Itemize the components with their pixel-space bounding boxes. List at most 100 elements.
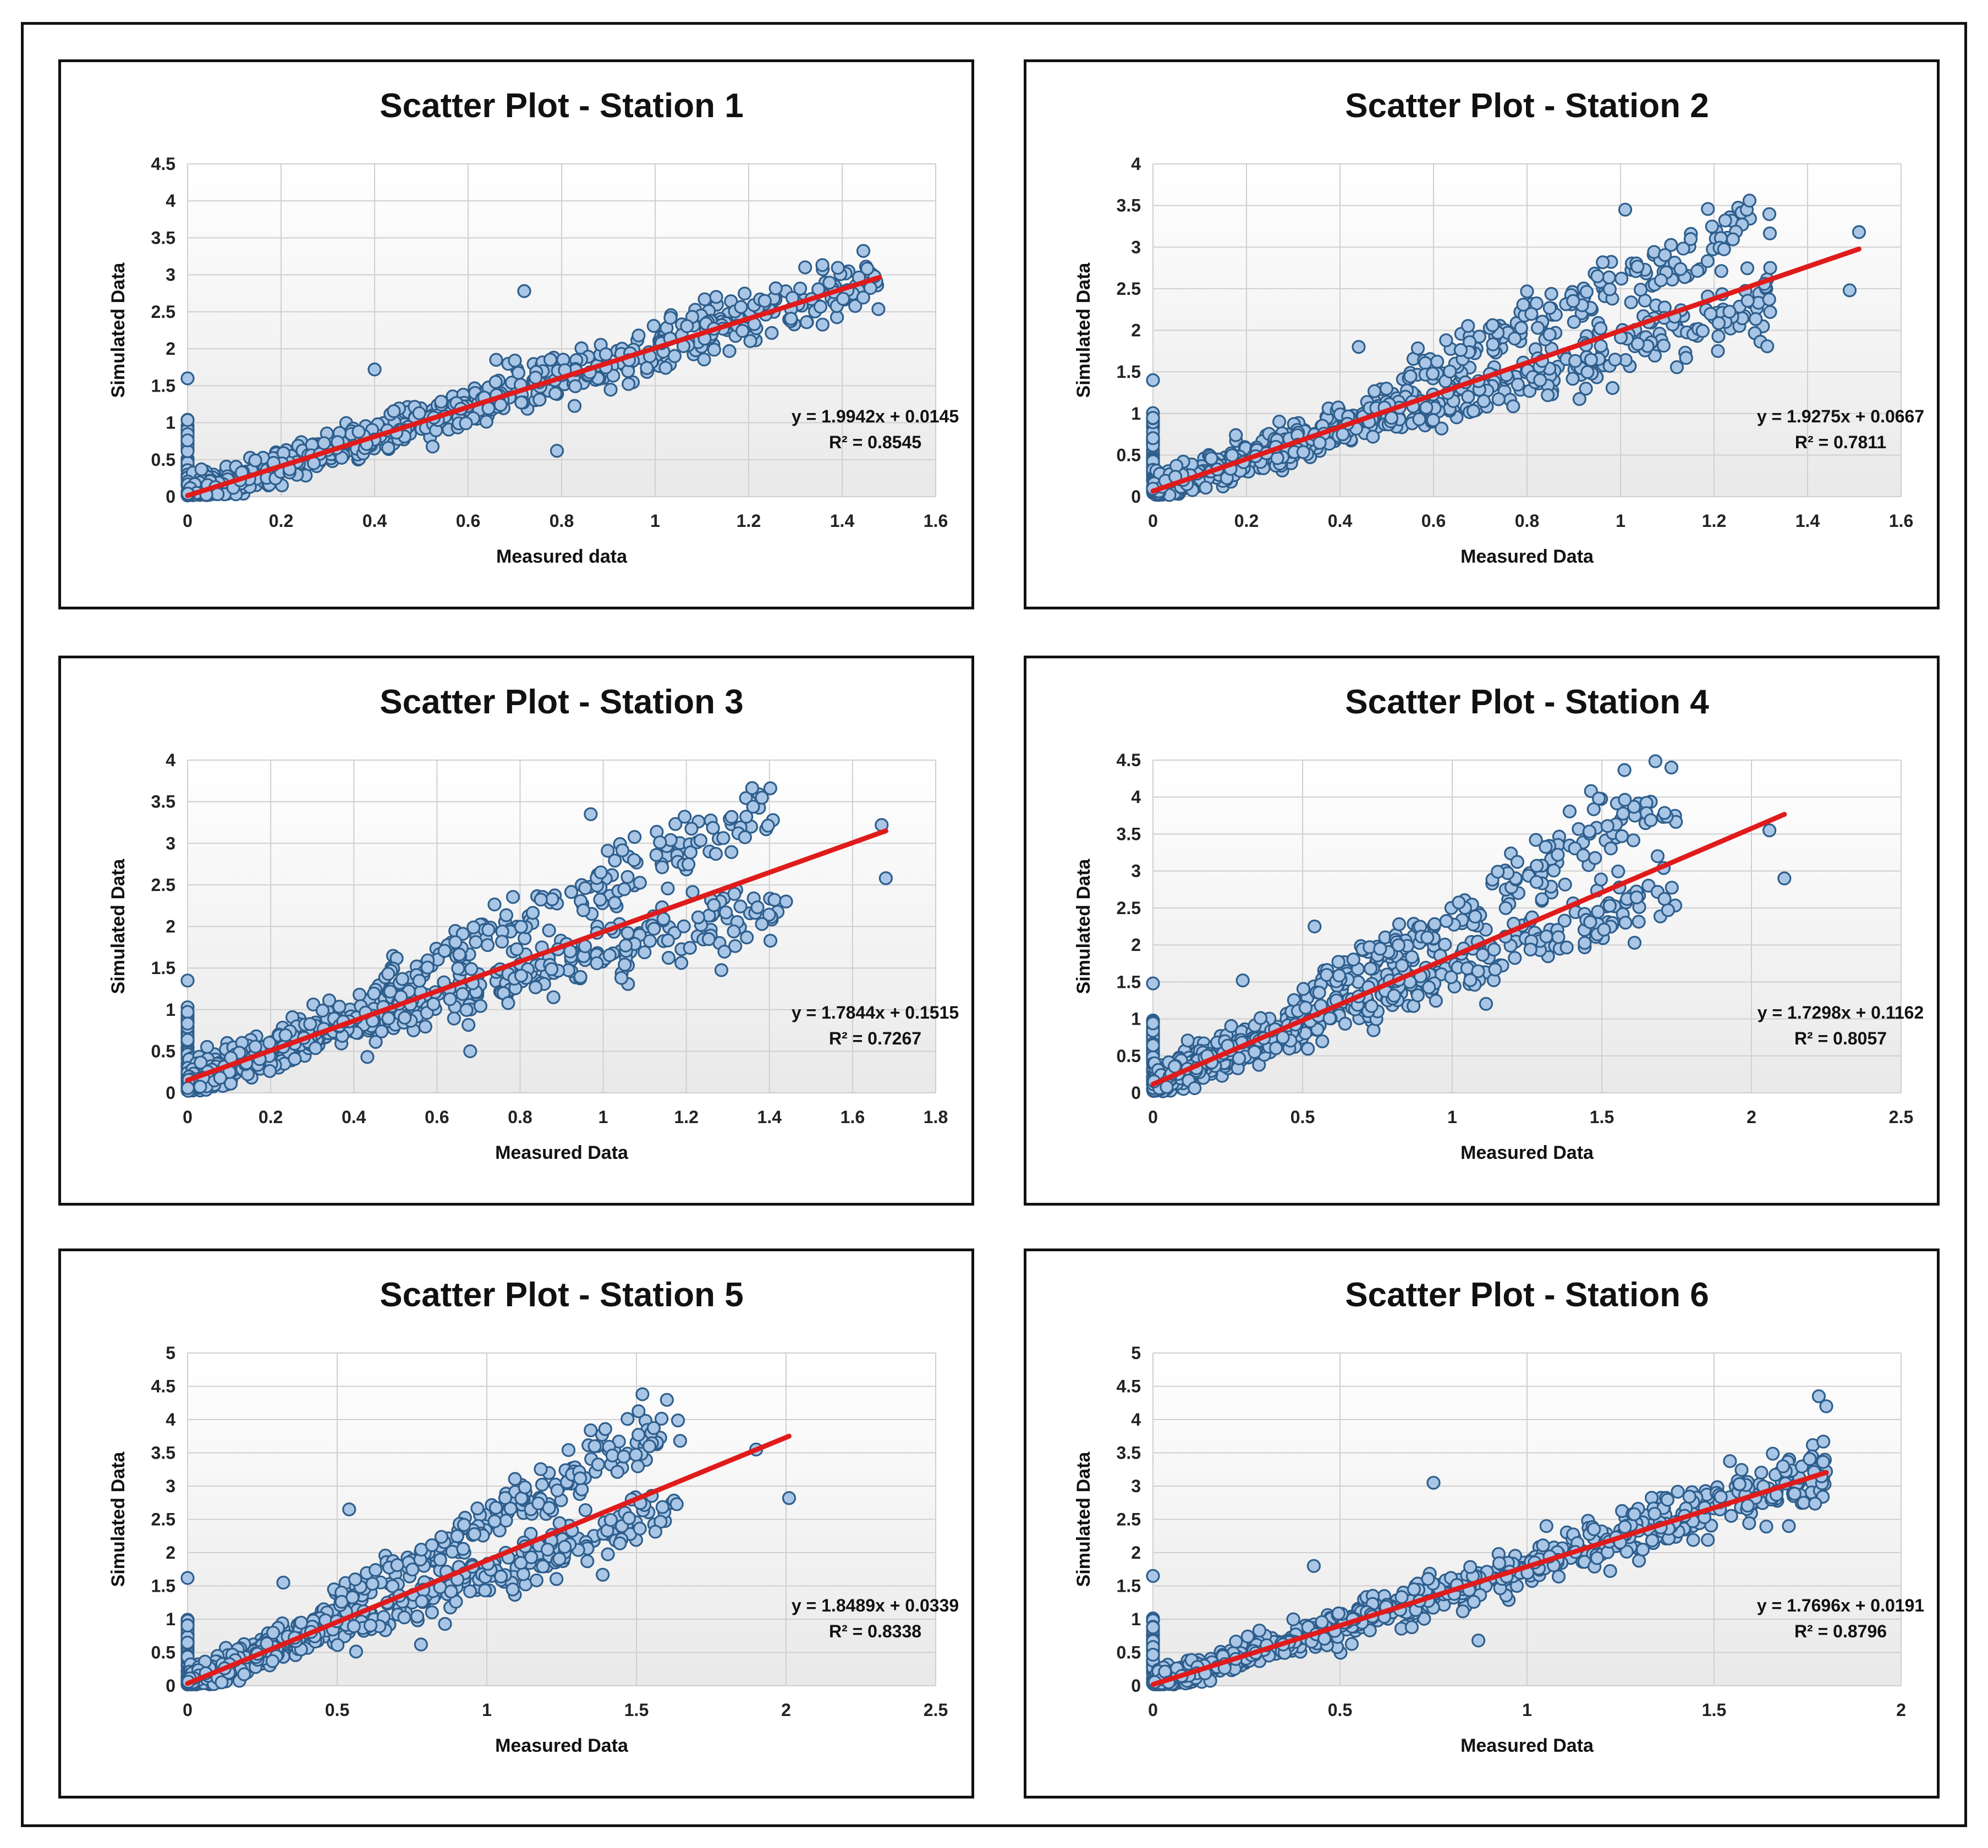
- scatter-point: [684, 822, 699, 836]
- scatter-point: [462, 1018, 476, 1032]
- scatter-point: [511, 366, 526, 380]
- scatter-point: [1476, 394, 1491, 408]
- scatter-point: [738, 830, 752, 844]
- scatter-point: [578, 1503, 592, 1517]
- scatter-point: [1434, 421, 1449, 436]
- scatter-point: [605, 1448, 619, 1462]
- scatter-point: [215, 1675, 229, 1690]
- scatter-point: [1578, 936, 1592, 950]
- x-tick-label: 1: [1447, 1107, 1457, 1127]
- scatter-point: [518, 931, 532, 945]
- scatter-point: [793, 281, 808, 296]
- scatter-point: [193, 1080, 207, 1094]
- scatter-point: [1740, 294, 1755, 308]
- x-axis-label: Measured Data: [1460, 546, 1594, 567]
- y-tick-label: 0: [166, 1676, 175, 1696]
- scatter-point: [1544, 287, 1558, 301]
- scatter-point: [308, 1041, 323, 1055]
- scatter-point: [1530, 859, 1544, 873]
- scatter-point: [629, 1448, 643, 1462]
- y-tick-label: 1: [166, 1000, 175, 1020]
- scatter-point: [1763, 305, 1777, 319]
- scatter-point: [347, 1619, 361, 1634]
- x-tick-label: 0.6: [1421, 511, 1446, 531]
- scatter-point: [1618, 202, 1633, 217]
- scatter-point: [317, 436, 331, 450]
- scatter-point: [434, 1530, 449, 1544]
- scatter-point: [546, 990, 561, 1004]
- scatter-point: [1648, 754, 1662, 768]
- r-squared-label: R² = 0.8057: [1794, 1028, 1887, 1048]
- scatter-point: [878, 871, 893, 886]
- x-tick-label: 2: [1896, 1700, 1906, 1720]
- x-axis-label: Measured Data: [1460, 1142, 1594, 1163]
- scatter-point: [1742, 194, 1757, 208]
- scatter-point: [718, 905, 733, 920]
- scatter-point: [564, 885, 579, 899]
- scatter-point: [1852, 225, 1866, 239]
- y-tick-label: 3.5: [1117, 1443, 1141, 1463]
- chart-svg: 0 0.5 1 1.5 2 2.500.511.522.533.544.5Scatter …: [1073, 683, 1924, 1163]
- scatter-point: [503, 1502, 518, 1516]
- scatter-point: [709, 846, 723, 861]
- scatter-point: [1315, 1034, 1330, 1048]
- scatter-point: [1463, 973, 1478, 987]
- scatter-point: [1366, 430, 1380, 444]
- scatter-point: [1679, 351, 1693, 365]
- scatter-point: [1624, 295, 1638, 310]
- scatter-point: [412, 406, 426, 420]
- scatter-point: [683, 845, 698, 860]
- scatter-point: [724, 845, 739, 859]
- scatter-point: [734, 300, 748, 314]
- scatter-point: [397, 1610, 411, 1625]
- scatter-point: [420, 960, 435, 975]
- scatter-point: [1308, 919, 1322, 934]
- scatter-point: [1146, 431, 1160, 446]
- scatter-point: [466, 920, 481, 934]
- scatter-point: [1529, 833, 1543, 847]
- scatter-point: [1542, 327, 1557, 342]
- scatter-point: [761, 818, 775, 833]
- scatter-point: [535, 1477, 550, 1492]
- scatter-point: [1412, 412, 1426, 426]
- scatter-point: [1593, 321, 1608, 336]
- scatter-point: [658, 361, 673, 375]
- trend-equation: y = 1.9942x + 0.0145: [792, 406, 959, 426]
- scatter-point: [369, 1563, 383, 1577]
- scatter-point: [499, 908, 514, 922]
- scatter-point: [1466, 404, 1481, 418]
- y-tick-label: 2: [166, 1543, 175, 1563]
- y-tick-label: 4.5: [1117, 750, 1141, 770]
- x-tick-label: 0: [183, 1107, 193, 1127]
- scatter-point: [1510, 855, 1525, 869]
- scatter-point: [724, 810, 739, 824]
- scatter-point: [194, 462, 208, 476]
- x-tick-label: 1.2: [1702, 511, 1726, 531]
- scatter-point: [1690, 263, 1705, 278]
- scatter-point: [1580, 365, 1595, 380]
- y-tick-label: 0.5: [1117, 1643, 1141, 1663]
- scatter-point: [386, 1579, 400, 1593]
- r-squared-label: R² = 0.7267: [829, 1028, 921, 1048]
- scatter-point: [860, 261, 875, 276]
- scatter-point: [1711, 329, 1726, 343]
- scatter-point: [646, 318, 661, 333]
- scatter-point: [1232, 1051, 1246, 1065]
- scatter-point: [799, 315, 814, 329]
- scatter-point: [655, 860, 669, 875]
- scatter-point: [514, 969, 529, 983]
- scatter-point: [575, 1482, 589, 1497]
- scatter-point: [1146, 1647, 1160, 1662]
- y-tick-label: 2.5: [151, 302, 175, 322]
- scatter-point: [1762, 207, 1777, 221]
- scatter-point: [1491, 392, 1506, 406]
- scatter-point: [1591, 791, 1606, 806]
- scatter-point: [470, 1501, 485, 1516]
- y-tick-label: 3: [166, 1476, 175, 1496]
- trend-equation: y = 1.7844x + 0.1515: [792, 1003, 959, 1022]
- y-tick-label: 4.5: [151, 154, 175, 174]
- scatter-point: [1644, 813, 1658, 827]
- scatter-point: [1312, 986, 1326, 1000]
- y-tick-label: 4: [166, 750, 175, 770]
- scatter-point: [542, 1501, 556, 1515]
